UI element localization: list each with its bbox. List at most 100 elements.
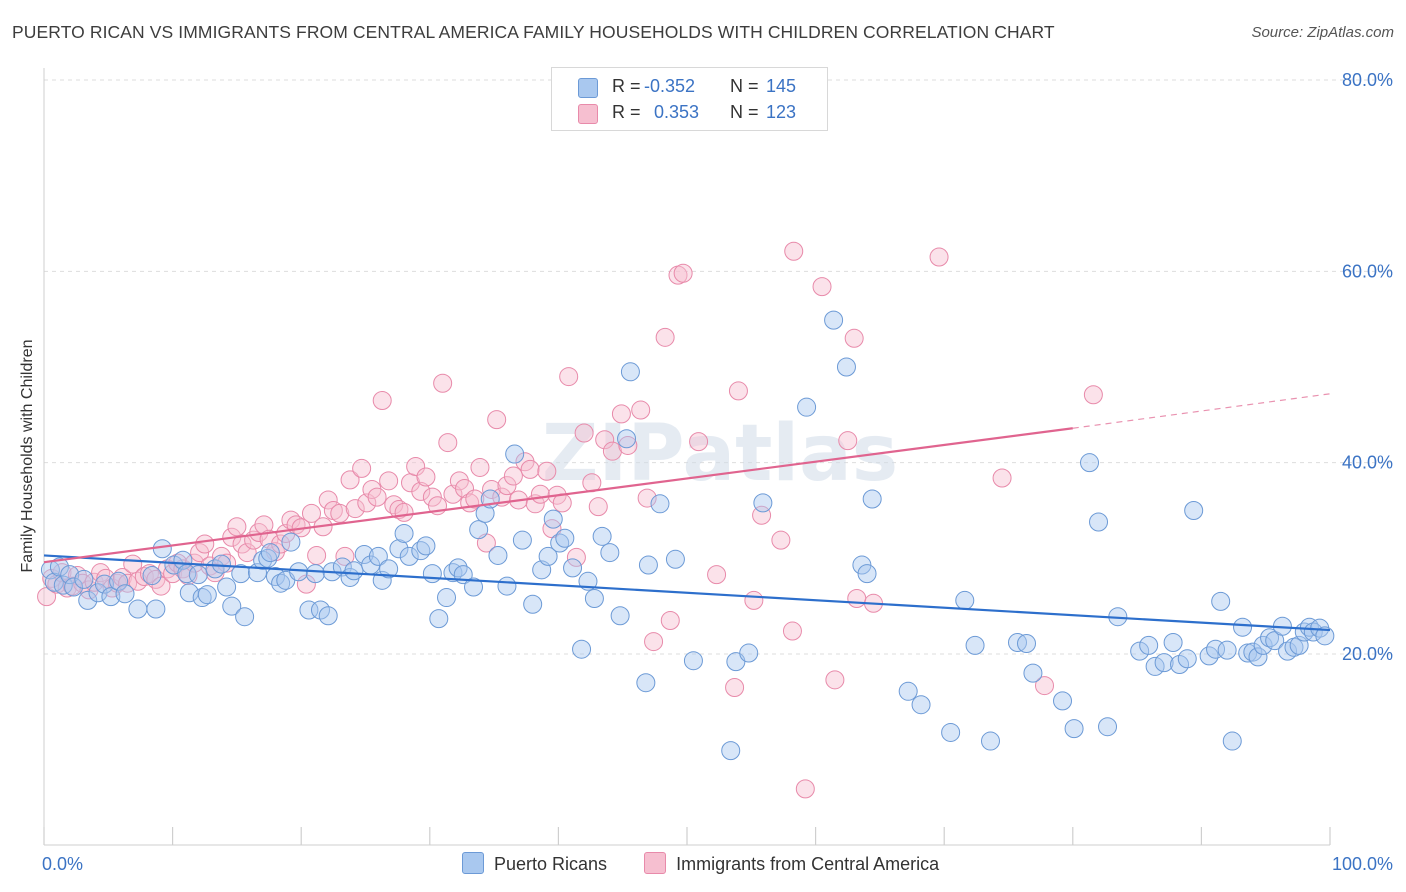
data-point-central-america (465, 489, 485, 509)
data-point-puerto-ricans (197, 585, 217, 605)
data-point-puerto-ricans (721, 741, 741, 761)
data-point-central-america (372, 390, 392, 410)
data-point-central-america (673, 263, 693, 283)
data-point-central-america (838, 431, 858, 451)
data-point-puerto-ricans (898, 681, 918, 701)
data-point-puerto-ricans (505, 444, 525, 464)
data-point-puerto-ricans (192, 588, 212, 608)
bottom-legend: Puerto Ricans Immigrants from Central Am… (462, 852, 971, 875)
legend-n-value: 123 (766, 102, 797, 122)
data-point-central-america (112, 567, 132, 587)
data-point-central-america (340, 470, 360, 490)
data-point-central-america (1035, 676, 1055, 696)
data-point-puerto-ricans (617, 429, 637, 449)
data-point-puerto-ricans (862, 489, 882, 509)
data-point-puerto-ricans (563, 558, 583, 578)
data-point-puerto-ricans (416, 536, 436, 556)
data-point-puerto-ricans (600, 543, 620, 563)
data-point-puerto-ricans (464, 577, 484, 597)
data-point-central-america (566, 547, 586, 567)
data-point-puerto-ricans (1064, 719, 1084, 739)
data-point-central-america (470, 457, 490, 477)
data-point-puerto-ricans (572, 639, 592, 659)
y-tick-label: 80.0% (1342, 70, 1393, 90)
tick-labels: 20.0% 40.0% 60.0% 80.0% 0.0% 100.0% (42, 70, 1393, 874)
data-point-central-america (307, 545, 327, 565)
data-point-central-america (784, 241, 804, 261)
data-point-puerto-ricans (49, 557, 69, 577)
data-point-puerto-ricans (289, 562, 309, 582)
chart-title: PUERTO RICAN VS IMMIGRANTS FROM CENTRAL … (12, 22, 1055, 42)
data-point-puerto-ricans (394, 523, 414, 543)
legend-r-value: 0.353 (654, 102, 700, 122)
data-point-puerto-ricans (543, 509, 563, 529)
data-point-puerto-ricans (448, 558, 468, 578)
data-point-puerto-ricans (318, 606, 338, 626)
data-point-puerto-ricans (555, 528, 575, 548)
data-point-central-america (618, 435, 638, 455)
data-point-central-america (660, 611, 680, 631)
source-label: Source: ZipAtlas.com (1251, 24, 1394, 41)
y-axis-title: Family Households with Children (19, 339, 36, 573)
data-point-central-america (795, 779, 815, 799)
data-point-central-america (503, 466, 523, 486)
data-point-puerto-ricans (1177, 649, 1197, 669)
data-point-central-america (655, 327, 675, 347)
legend-r-label: R = (612, 102, 641, 122)
legend-r-label: R = (612, 76, 641, 96)
data-point-central-america (487, 410, 507, 430)
bottom-legend-swatch-blue (462, 852, 484, 874)
data-point-central-america (330, 503, 350, 523)
data-point-puerto-ricans (281, 532, 301, 552)
data-point-puerto-ricans (1253, 635, 1273, 655)
data-point-puerto-ricans (650, 494, 670, 514)
data-point-central-america (611, 404, 631, 424)
legend-n-label: N = (730, 76, 759, 96)
data-point-puerto-ricans (115, 584, 135, 604)
data-point-puerto-ricans (592, 526, 612, 546)
data-point-central-america (379, 471, 399, 491)
trend-line-puerto-ricans (43, 554, 1331, 632)
bottom-legend-label: Immigrants from Central America (676, 854, 940, 874)
data-point-puerto-ricans (1130, 641, 1150, 661)
data-point-puerto-ricans (265, 567, 285, 587)
data-point-puerto-ricans (1222, 731, 1242, 751)
data-point-central-america (847, 589, 867, 609)
data-point-central-america (689, 432, 709, 452)
data-point-puerto-ricans (538, 546, 558, 566)
data-point-puerto-ricans (64, 577, 84, 597)
legend-n-value: 145 (766, 76, 797, 96)
legend-n-label: N = (730, 102, 759, 122)
data-point-puerto-ricans (437, 588, 457, 608)
y-tick-label: 60.0% (1342, 261, 1393, 281)
data-point-puerto-ricans (980, 731, 1000, 751)
data-point-puerto-ricans (836, 357, 856, 377)
data-point-central-america (725, 677, 745, 697)
data-point-puerto-ricans (94, 574, 114, 594)
data-point-puerto-ricans (941, 722, 961, 742)
data-point-central-america (520, 459, 540, 479)
data-point-puerto-ricans (753, 493, 773, 513)
data-point-puerto-ricans (1233, 617, 1253, 637)
data-point-central-america (825, 670, 845, 690)
data-point-central-america (411, 481, 431, 501)
data-point-puerto-ricans (101, 587, 121, 607)
data-point-puerto-ricans (305, 564, 325, 584)
data-point-puerto-ricans (469, 520, 489, 540)
data-point-puerto-ricans (665, 549, 685, 569)
data-point-puerto-ricans (1080, 453, 1100, 473)
data-point-puerto-ricans (152, 539, 172, 559)
data-point-puerto-ricans (222, 596, 242, 616)
trend-line-extension-central-america (1072, 393, 1331, 429)
data-point-puerto-ricans (797, 397, 817, 417)
y-tick-label: 40.0% (1342, 453, 1393, 473)
data-point-central-america (482, 479, 502, 499)
data-point-puerto-ricans (1248, 647, 1268, 667)
data-point-central-america (455, 478, 475, 498)
data-point-puerto-ricans (344, 561, 364, 581)
trend-line-central-america (43, 427, 1073, 564)
data-point-puerto-ricans (497, 576, 517, 596)
data-point-puerto-ricans (399, 546, 419, 566)
data-point-central-america (744, 590, 764, 610)
data-point-puerto-ricans (523, 594, 543, 614)
